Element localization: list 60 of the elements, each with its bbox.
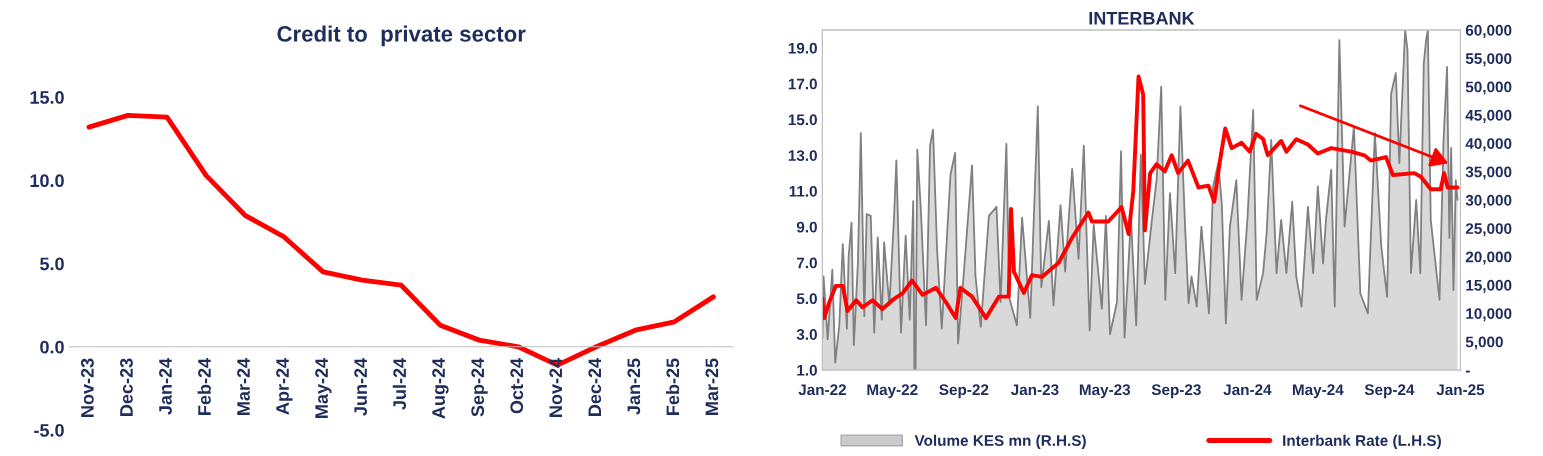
line-series [822, 74, 1460, 321]
x-tick-label: Sep-24 [471, 357, 488, 417]
x-tick-label: May-24 [1292, 384, 1344, 399]
x-tick-label: Sep-24 [1364, 384, 1415, 399]
x-tick-label: Jan-23 [1010, 384, 1059, 396]
y-tick-label: 15.0 [788, 114, 817, 126]
y-tick-label: 15.0 [30, 91, 64, 104]
x-tick-label: May-23 [1079, 384, 1131, 399]
y2-tick-label: 25,000 [1465, 223, 1512, 237]
y-tick-label: 0.0 [40, 340, 64, 354]
y2-tick-label: 50,000 [1465, 81, 1512, 95]
x-tick-label: Mar-24 [237, 357, 250, 415]
y-tick-label: 11.0 [789, 185, 817, 197]
x-tick-label: Dec-23 [120, 358, 133, 416]
x-tick-label: Feb-25 [665, 358, 680, 415]
y2-tick-label: 55,000 [1465, 53, 1512, 67]
y2-tick-label: 15,000 [1466, 279, 1512, 293]
y-tick-label: 19.0 [788, 42, 817, 54]
x-tick-label: Sep-23 [1151, 384, 1201, 399]
x-tick-label: Nov-24 [549, 357, 563, 417]
x-tick-label: Nov-23 [81, 358, 94, 417]
chart-title: INTERBANK [1089, 12, 1195, 25]
chart-title: Credit to private sector [277, 25, 526, 47]
y-tick-label: 9.0 [796, 221, 817, 233]
y2-tick-label: 30,000 [1465, 194, 1512, 208]
legend-label: Volume KES mn (R.H.S) [914, 434, 1086, 449]
x-tick-label: Oct-24 [510, 357, 524, 414]
y2-tick-label: 45,000 [1465, 109, 1512, 123]
legend-label: Interbank Rate (L.H.S) [1283, 434, 1441, 449]
x-tick-label: Jan-25 [1436, 384, 1485, 396]
y-tick-label: 17.0 [788, 78, 817, 90]
y2-tick-label: 20,000 [1465, 251, 1512, 265]
y2-tick-label: - [1465, 370, 1470, 373]
x-tick-label: Aug-24 [432, 357, 449, 419]
y2-tick-label: 10,000 [1466, 308, 1512, 322]
x-tick-label: Feb-24 [197, 357, 211, 415]
y-tick-label: 1.0 [797, 364, 817, 376]
x-tick-label: May-24 [315, 357, 332, 418]
x-tick-label: May-22 [867, 384, 918, 399]
y2-tick-label: 60,000 [1465, 24, 1512, 38]
x-tick-label: Apr-24 [276, 357, 293, 415]
y-tick-label: -5.0 [34, 423, 64, 437]
x-tick-label: Jul-24 [392, 357, 407, 410]
x-tick-label: Dec-24 [588, 357, 602, 416]
y-tick-label: 3.0 [796, 329, 817, 340]
x-tick-label: Jan-24 [1223, 384, 1272, 396]
y2-tick-label: 40,000 [1465, 138, 1512, 152]
x-tick-label: Jan-24 [159, 357, 172, 415]
x-tick-label: Jan-22 [798, 384, 847, 396]
x-tick-label: Jan-25 [627, 358, 641, 415]
y-tick-label: 5.0 [796, 293, 817, 305]
x-tick-label: Mar-25 [705, 358, 719, 415]
x-tick-label: Sep-22 [939, 384, 989, 399]
y-tick-label: 10.0 [30, 174, 64, 188]
y2-tick-label: 5,000 [1465, 336, 1503, 350]
y-tick-label: 5.0 [40, 257, 64, 271]
y-tick-label: 13.0 [788, 150, 817, 161]
y2-tick-label: 35,000 [1465, 166, 1512, 180]
x-tick-label: Jun-24 [354, 357, 367, 416]
y-tick-label: 7.0 [796, 257, 817, 269]
